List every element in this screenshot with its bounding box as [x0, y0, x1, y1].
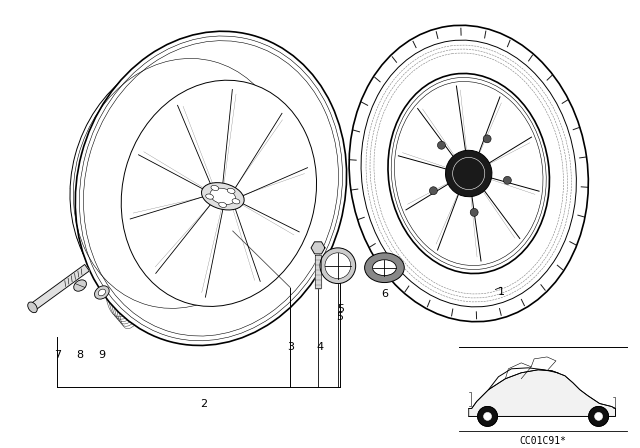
- Ellipse shape: [595, 413, 602, 420]
- Text: 4: 4: [316, 342, 324, 352]
- Ellipse shape: [98, 289, 106, 296]
- Ellipse shape: [589, 406, 609, 426]
- Ellipse shape: [589, 406, 609, 426]
- Ellipse shape: [95, 286, 109, 299]
- Ellipse shape: [70, 55, 292, 312]
- Text: 6: 6: [381, 289, 388, 300]
- Polygon shape: [468, 370, 616, 416]
- Ellipse shape: [438, 141, 445, 149]
- Ellipse shape: [388, 73, 550, 274]
- Ellipse shape: [483, 135, 491, 143]
- Ellipse shape: [76, 31, 347, 345]
- Polygon shape: [30, 264, 90, 310]
- Ellipse shape: [365, 253, 404, 283]
- Ellipse shape: [325, 253, 351, 279]
- Ellipse shape: [372, 260, 396, 276]
- Text: 2: 2: [200, 399, 207, 409]
- Ellipse shape: [477, 406, 497, 426]
- Ellipse shape: [445, 150, 492, 197]
- Text: 3: 3: [287, 342, 294, 352]
- Text: 7: 7: [54, 350, 61, 360]
- Text: CC01C91*: CC01C91*: [520, 436, 566, 446]
- Ellipse shape: [210, 188, 236, 204]
- Ellipse shape: [219, 202, 227, 207]
- Ellipse shape: [429, 187, 437, 195]
- Ellipse shape: [232, 199, 240, 204]
- Ellipse shape: [211, 185, 219, 190]
- Ellipse shape: [121, 80, 317, 306]
- Text: 8: 8: [77, 350, 84, 360]
- Text: 5: 5: [337, 312, 343, 322]
- Ellipse shape: [28, 302, 37, 313]
- Ellipse shape: [320, 248, 356, 284]
- Ellipse shape: [205, 194, 214, 199]
- Bar: [314, 255, 321, 288]
- Text: 1: 1: [497, 288, 504, 297]
- Ellipse shape: [504, 177, 511, 184]
- Text: 5: 5: [337, 304, 344, 314]
- Ellipse shape: [477, 406, 497, 426]
- Text: 9: 9: [99, 350, 106, 360]
- Ellipse shape: [202, 183, 244, 210]
- Ellipse shape: [349, 25, 588, 322]
- Polygon shape: [311, 242, 325, 254]
- Ellipse shape: [227, 188, 235, 194]
- Ellipse shape: [470, 208, 478, 216]
- Ellipse shape: [484, 413, 492, 420]
- Ellipse shape: [74, 280, 86, 291]
